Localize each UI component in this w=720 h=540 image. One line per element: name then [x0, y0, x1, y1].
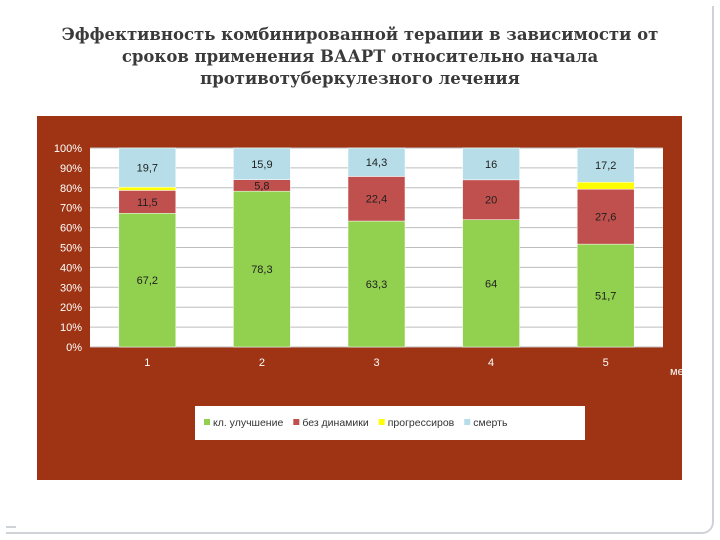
y-tick-label: 30%	[60, 282, 82, 294]
slide-title-line-1: Эффективность комбинированной терапии в …	[61, 25, 659, 44]
data-label: 67,2	[137, 275, 158, 287]
legend-swatch	[204, 419, 210, 425]
legend-label: без динамики	[302, 417, 369, 429]
legend-swatch	[464, 419, 471, 425]
data-label: 19,7	[137, 163, 158, 175]
legend-swatch	[293, 419, 300, 425]
data-label: 16	[485, 159, 497, 171]
y-axis-ticks: 0% 10% 20% 30% 40% 50% 60% 70% 80% 90% 100%	[54, 143, 82, 354]
bar-segment	[347, 147, 406, 177]
data-label: 15,9	[251, 159, 272, 171]
x-tick-label: 3	[373, 357, 379, 369]
bar-segment	[462, 147, 520, 181]
bar-segment	[462, 179, 520, 220]
legend: кл. улучшение без динамики прогрессиров сме…	[204, 417, 508, 429]
x-tick-label: 1	[144, 357, 150, 369]
bar-segment	[118, 186, 177, 191]
bar-segment	[233, 147, 291, 180]
data-label: 51,7	[595, 291, 616, 303]
bar-segment	[462, 219, 520, 348]
x-tick-label: 4	[488, 357, 494, 369]
y-tick-label: 0%	[66, 342, 82, 354]
y-tick-label: 60%	[60, 223, 82, 235]
data-label: 14,3	[366, 157, 387, 169]
slide-title-line-3: противотуберкулезного лечения	[200, 69, 520, 88]
legend-label: смерть	[473, 417, 508, 429]
data-label: 27,6	[595, 212, 616, 224]
data-label: 20	[485, 195, 497, 207]
bar-segment	[118, 213, 177, 348]
data-label: 11,5	[137, 197, 158, 209]
bar-segment	[576, 188, 635, 245]
x-axis-label: мес	[670, 366, 690, 378]
y-tick-label: 100%	[54, 143, 82, 155]
legend-swatch	[378, 419, 385, 425]
bar-segment	[576, 243, 635, 348]
y-tick-label: 80%	[60, 183, 82, 195]
data-label: 5,8	[254, 180, 269, 192]
bar-segment	[347, 176, 406, 222]
bar-segment	[576, 181, 635, 190]
y-tick-label: 20%	[60, 302, 82, 314]
bar-segment	[118, 147, 177, 188]
data-label: 63,3	[366, 279, 387, 291]
data-label: 22,4	[366, 194, 387, 206]
slide-title: Эффективность комбинированной терапии в …	[40, 24, 680, 90]
x-tick-label: 2	[259, 357, 265, 369]
y-tick-label: 40%	[60, 262, 82, 274]
y-tick-label: 50%	[60, 243, 82, 255]
data-label: 17,2	[595, 160, 616, 172]
legend-label: кл. улучшение	[213, 417, 283, 429]
slide-title-line-2: сроков применения ВААРТ относительно нач…	[121, 47, 599, 66]
y-tick-label: 70%	[60, 203, 82, 215]
bar-segment	[347, 220, 406, 348]
legend-box	[195, 406, 585, 440]
bar-segment	[576, 147, 635, 183]
bars-group: 67,2 11,5 19,7 78,3 5,8 15,9 63,3 22,4 14,3 64 20 1…	[118, 147, 635, 348]
slide-corner-line	[6, 526, 16, 528]
y-tick-label: 90%	[60, 163, 82, 175]
x-axis-ticks: 1 2 3 4 5	[144, 357, 609, 369]
x-tick-label: 5	[603, 357, 609, 369]
bar-segment	[233, 190, 291, 348]
data-label: 64	[485, 278, 497, 290]
data-label: 78,3	[251, 264, 272, 276]
y-tick-label: 10%	[60, 322, 82, 334]
legend-label: прогрессиров	[388, 417, 455, 429]
